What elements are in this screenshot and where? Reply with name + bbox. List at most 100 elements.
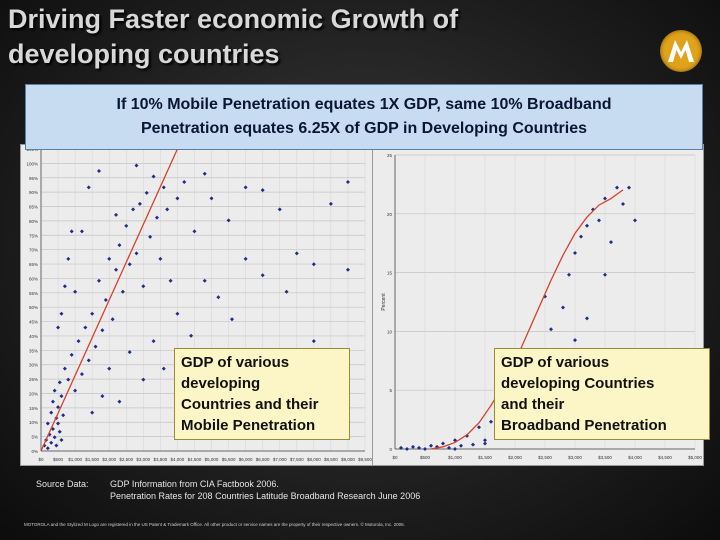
source-label: Source Data: [36,479,89,489]
x-tick-label: $3,500 [598,455,612,460]
data-point [62,366,67,371]
data-point [52,435,57,440]
data-point [107,366,112,371]
data-point [277,207,282,212]
data-point [189,333,194,338]
x-tick-label: $4,000 [628,455,642,460]
data-point [134,163,139,168]
x-tick-label: $2,500 [538,455,552,460]
data-point [100,328,105,333]
data-point [69,229,74,234]
data-point [585,223,589,228]
x-tick-label: $6,000 [239,457,253,462]
data-point [311,262,316,267]
data-point [56,405,61,410]
data-point [243,185,248,190]
x-tick-label: $9,000 [341,457,355,462]
y-tick-label: 20% [29,391,38,396]
x-tick-label: $3,000 [136,457,150,462]
data-point [141,284,146,289]
data-point [165,207,170,212]
data-point [62,284,67,289]
x-tick-label: $2,500 [119,457,133,462]
data-point [93,344,98,349]
banner-line-1: If 10% Mobile Penetration equates 1X GDP… [116,96,612,113]
x-tick-label: $2,000 [102,457,116,462]
data-point [56,421,61,426]
data-point [603,196,607,201]
source-text: GDP Information from CIA Factbook 2006. … [110,478,670,502]
data-point [90,311,95,316]
data-point [52,388,57,393]
data-point [561,305,565,310]
data-point [47,432,52,437]
x-tick-label: $8,500 [324,457,338,462]
data-point [429,443,433,448]
data-point [57,380,62,385]
x-tick-label: $3,000 [568,455,582,460]
y-tick-label: 5 [389,388,392,393]
data-point [627,185,631,190]
data-point [107,256,112,261]
data-point [294,251,299,256]
data-point [66,377,71,382]
data-point [66,256,71,261]
x-tick-label: $5,000 [688,455,702,460]
y-tick-label: 15 [387,271,393,276]
y-tick-label: 40% [29,334,38,339]
data-point [57,429,62,434]
data-point [633,218,637,223]
data-point [483,441,487,446]
data-point [144,190,149,195]
data-point [226,218,231,223]
data-point [59,394,64,399]
data-point [311,339,316,344]
data-point [549,327,553,332]
data-point [56,325,61,330]
data-point [243,256,248,261]
data-point [120,289,125,294]
x-tick-label: $4,500 [188,457,202,462]
broadband-callout-line: GDP of various [501,354,610,371]
mobile-callout-line: developing [181,375,261,392]
data-point [114,212,119,217]
data-point [597,218,601,223]
data-point [477,425,481,430]
data-point [73,289,78,294]
data-point [137,201,142,206]
mobile-callout-line: GDP of various [181,354,290,371]
data-point [45,421,50,426]
y-tick-label: 10 [387,329,393,334]
y-tick-label: 95% [29,176,38,181]
data-point [284,289,289,294]
broadband-callout: GDP of various developing Countries and … [494,348,710,440]
data-point [96,168,101,173]
data-point [161,185,166,190]
y-tick-label: 70% [29,248,38,253]
data-point [127,262,132,267]
banner-line-2: Penetration equates 6.25X of GDP in Deve… [140,120,588,137]
data-point [621,202,625,206]
source-line-1: GDP Information from CIA Factbook 2006. [110,479,279,489]
y-tick-label: 10% [29,420,38,425]
data-point [260,188,265,193]
motorola-logo-icon [660,30,702,72]
data-point [202,278,207,283]
data-point [489,419,493,424]
x-tick-label: $0 [392,455,398,460]
x-tick-label: $1,500 [85,457,99,462]
x-tick-label: $0 [38,457,44,462]
data-point [124,223,129,228]
data-point [441,441,445,446]
data-point [86,358,91,363]
legal-footer: MOTOROLA and the Stylized M Logo are reg… [24,522,405,527]
data-point [345,267,350,272]
data-point [603,272,607,277]
data-point [161,366,166,371]
mobile-callout-line: Countries and their [181,396,319,413]
data-point [417,445,421,450]
trend-line [430,189,624,450]
y-tick-label: 0 [389,447,392,452]
data-point [96,278,101,283]
data-point [202,171,207,176]
